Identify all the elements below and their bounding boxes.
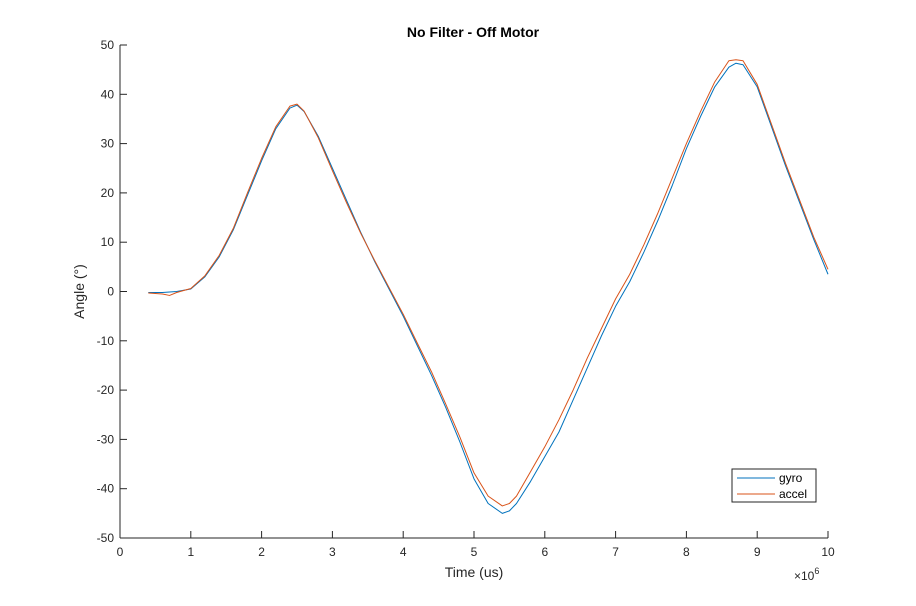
y-tick-label: 10: [101, 235, 115, 249]
y-tick-label: -30: [97, 432, 115, 446]
x-tick-label: 3: [329, 545, 336, 559]
y-tick-label: 30: [101, 137, 115, 151]
x-axis-exponent: ×106: [794, 566, 819, 583]
legend-box: [731, 468, 817, 503]
x-tick-label: 4: [400, 545, 407, 559]
x-tick-label: 0: [117, 545, 124, 559]
y-tick-label: -50: [97, 531, 115, 545]
series-line-accel: [148, 59, 829, 507]
y-axis-ticks: -50 -40 -30 -20 -10 0 10 20 30 40 50: [97, 38, 127, 545]
series-line-gyro: [148, 62, 829, 514]
series-layer: [148, 59, 829, 514]
legend-label-gyro: gyro: [779, 471, 803, 485]
x-axis-multiplier-exponent: 6: [814, 566, 819, 576]
plot-area: [120, 45, 828, 538]
y-tick-label: -40: [97, 482, 115, 496]
x-tick-label: 5: [471, 545, 478, 559]
x-tick-label: 10: [821, 545, 835, 559]
x-axis-label: Time (us): [445, 564, 504, 580]
x-tick-label: 6: [541, 545, 548, 559]
x-tick-label: 2: [258, 545, 265, 559]
x-axis-ticks: 0 1 2 3 4 5 6 7 8 9 10: [117, 531, 835, 559]
x-tick-label: 8: [683, 545, 690, 559]
y-tick-label: 20: [101, 186, 115, 200]
chart-title: No Filter - Off Motor: [407, 24, 540, 40]
y-tick-label: 50: [101, 38, 115, 52]
y-tick-label: 0: [107, 285, 114, 299]
x-tick-label: 1: [187, 545, 194, 559]
x-tick-label: 9: [754, 545, 761, 559]
x-tick-label: 7: [612, 545, 619, 559]
y-tick-label: 40: [101, 87, 115, 101]
y-tick-label: -10: [97, 334, 115, 348]
legend-label-accel: accel: [779, 487, 807, 501]
legend: gyro accel: [731, 468, 817, 503]
y-axis-label: Angle (°): [71, 264, 87, 319]
y-tick-label: -20: [97, 383, 115, 397]
x-axis-multiplier: ×10: [794, 569, 815, 583]
